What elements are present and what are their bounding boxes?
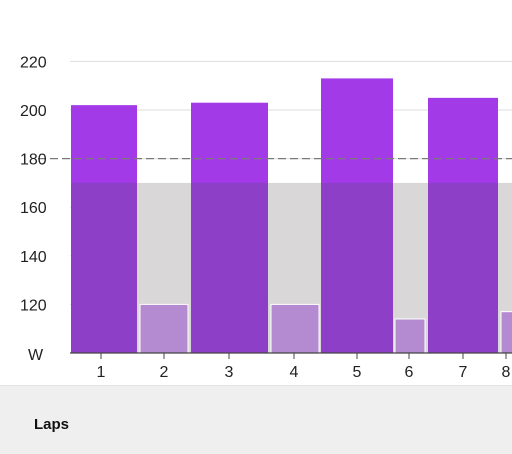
x-tick-label-7: 7 bbox=[459, 364, 468, 381]
y-tick-label-180: 180 bbox=[20, 152, 47, 169]
x-tick-label-5: 5 bbox=[353, 364, 362, 381]
x-tick-label-1: 1 bbox=[97, 364, 106, 381]
bar-lap-8 bbox=[500, 311, 512, 354]
bar-lap-3-band-overlay bbox=[191, 182, 268, 353]
bar-lap-5-band-overlay bbox=[321, 182, 393, 353]
x-tick-label-2: 2 bbox=[160, 364, 169, 381]
bar-lap-7-band-overlay bbox=[428, 182, 498, 353]
bar-lap-1-band-overlay bbox=[71, 182, 137, 353]
bar-lap-2 bbox=[139, 303, 189, 354]
bar-lap-6 bbox=[394, 318, 426, 354]
y-tick-label-120: 120 bbox=[20, 297, 47, 314]
y-axis-unit-label: W bbox=[28, 347, 44, 364]
x-tick-label-4: 4 bbox=[290, 364, 299, 381]
x-tick-label-8: 8 bbox=[502, 364, 511, 381]
power-chart: 120 140 160 180 200 220 W 1 2 3 4 5 6 7 8 bbox=[20, 54, 512, 381]
y-tick-label-220: 220 bbox=[20, 54, 47, 71]
laps-title: Laps bbox=[34, 416, 70, 433]
y-tick-label-200: 200 bbox=[20, 103, 47, 120]
x-tick-label-6: 6 bbox=[405, 364, 414, 381]
power-bar-chart: 120 140 160 180 200 220 W 1 2 3 4 5 6 7 8 bbox=[20, 54, 512, 381]
bar-lap-4 bbox=[270, 303, 320, 354]
x-tick-label-3: 3 bbox=[225, 364, 234, 381]
y-tick-label-160: 160 bbox=[20, 200, 47, 217]
laps-section-header[interactable]: Laps bbox=[0, 385, 512, 454]
y-tick-label-140: 140 bbox=[20, 249, 47, 266]
